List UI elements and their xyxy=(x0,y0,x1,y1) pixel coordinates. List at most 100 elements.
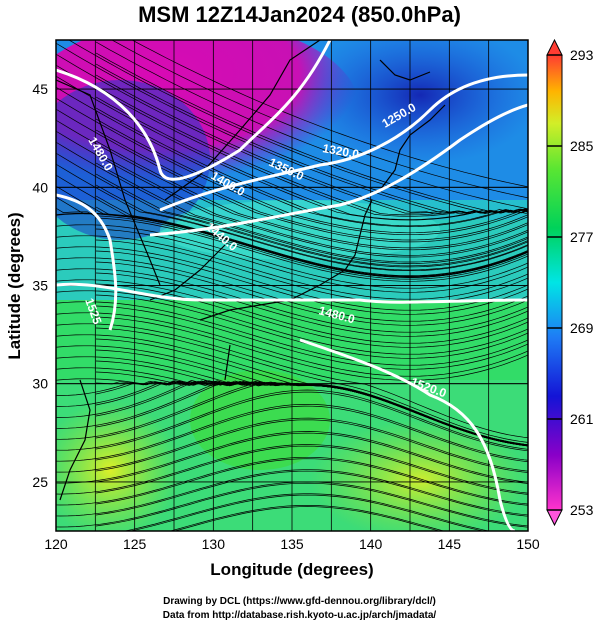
streamline xyxy=(56,119,528,251)
x-axis-ticks: 120 125 130 135 140 145 150 xyxy=(44,536,540,552)
streamline xyxy=(56,481,528,528)
streamline xyxy=(95,41,528,210)
streamline xyxy=(56,207,528,280)
x-tick-label: 120 xyxy=(44,536,68,552)
streamline xyxy=(56,163,528,272)
y-tick-label: 40 xyxy=(32,179,48,195)
y-tick-label: 45 xyxy=(32,81,48,97)
streamline xyxy=(95,195,528,276)
credit-data: Data from http://database.rish.kyoto-u.a… xyxy=(162,610,437,621)
streamline xyxy=(95,391,528,452)
streamline xyxy=(95,283,528,348)
streamline xyxy=(129,494,485,531)
colorbar-tick-label: 261 xyxy=(570,411,594,427)
streamline xyxy=(169,505,445,531)
streamline xyxy=(95,151,528,256)
x-tick-label: 125 xyxy=(123,536,147,552)
y-tick-label: 35 xyxy=(32,278,48,294)
colorbar: 293 285 277 269 261 253 xyxy=(546,38,594,527)
streamline xyxy=(95,405,528,463)
x-tick-label: 135 xyxy=(280,536,304,552)
colorbar-tick-label: 293 xyxy=(570,47,594,63)
y-tick-label: 30 xyxy=(32,376,48,392)
colorbar-bar xyxy=(546,54,563,511)
streamline xyxy=(56,42,528,214)
x-axis-label: Longitude (degrees) xyxy=(210,560,373,579)
streamline xyxy=(95,432,528,484)
streamline xyxy=(111,40,528,199)
streamline xyxy=(56,152,528,268)
streamline xyxy=(95,96,528,220)
streamline xyxy=(95,305,528,370)
streamline xyxy=(56,389,528,451)
streamline xyxy=(56,380,528,446)
streamline xyxy=(95,228,528,293)
height-contours xyxy=(56,40,528,531)
streamline xyxy=(56,279,528,344)
streamline xyxy=(56,224,528,289)
x-tick-label: 140 xyxy=(359,536,383,552)
streamline xyxy=(56,301,528,366)
streamline xyxy=(95,470,528,517)
y-axis-label: Latitude (degrees) xyxy=(5,212,24,359)
streamline xyxy=(56,212,528,278)
streamline xyxy=(56,174,528,277)
x-tick-label: 130 xyxy=(202,536,226,552)
streamline xyxy=(56,469,528,517)
streamline xyxy=(95,458,528,506)
x-tick-label: 150 xyxy=(516,536,540,552)
streamline xyxy=(95,272,528,337)
streamline xyxy=(56,75,528,221)
streamline xyxy=(95,419,528,473)
colorbar-tick-label: 285 xyxy=(570,138,594,154)
streamline xyxy=(95,217,528,282)
streamline xyxy=(56,403,528,462)
streamline xyxy=(95,239,528,304)
colorbar-min-arrow xyxy=(546,509,563,527)
streamline xyxy=(95,173,528,267)
chart-title: MSM 12Z14Jan2024 (850.0hPa) xyxy=(138,2,461,27)
streamline xyxy=(95,118,528,234)
contour-label: 1320.0 xyxy=(321,141,360,161)
streamline xyxy=(95,184,528,271)
streamline xyxy=(56,86,528,227)
streamline xyxy=(56,417,528,473)
streamline xyxy=(123,493,491,531)
colorbar-tick-label: 253 xyxy=(570,502,594,518)
streamline xyxy=(95,482,528,528)
streamline xyxy=(56,312,528,377)
colorbar-ticks: 293 285 277 269 261 253 xyxy=(547,47,594,518)
streamline xyxy=(68,40,528,214)
y-axis-ticks: 25 30 35 40 45 xyxy=(32,81,48,490)
streamline xyxy=(56,235,528,300)
credit-drawing: Drawing by DCL (https://www.gfd-dennou.o… xyxy=(163,596,436,607)
streamline xyxy=(56,141,528,264)
streamline xyxy=(56,444,528,495)
streamline xyxy=(95,162,528,263)
streamline xyxy=(95,250,528,315)
streamline xyxy=(56,431,528,484)
streamline xyxy=(56,257,528,322)
streamline xyxy=(56,97,528,236)
streamline xyxy=(95,316,528,381)
streamline xyxy=(56,213,528,278)
streamline xyxy=(173,506,441,531)
x-tick-label: 145 xyxy=(438,536,462,552)
streamline xyxy=(95,382,528,446)
colorbar-tick-label: 269 xyxy=(570,320,594,336)
streamline xyxy=(95,85,528,216)
colorbar-max-arrow xyxy=(546,38,563,56)
y-tick-label: 25 xyxy=(32,474,48,490)
streamline xyxy=(131,40,528,188)
streamline xyxy=(56,108,528,243)
coastlines xyxy=(56,40,446,501)
streamline xyxy=(95,261,528,326)
streamline xyxy=(95,327,528,443)
streamline xyxy=(95,52,528,214)
colorbar-tick-label: 277 xyxy=(570,229,594,245)
streamline xyxy=(56,323,528,439)
streamline xyxy=(95,129,528,241)
streamline xyxy=(56,53,528,215)
streamline xyxy=(56,268,528,333)
streamline xyxy=(56,246,528,311)
